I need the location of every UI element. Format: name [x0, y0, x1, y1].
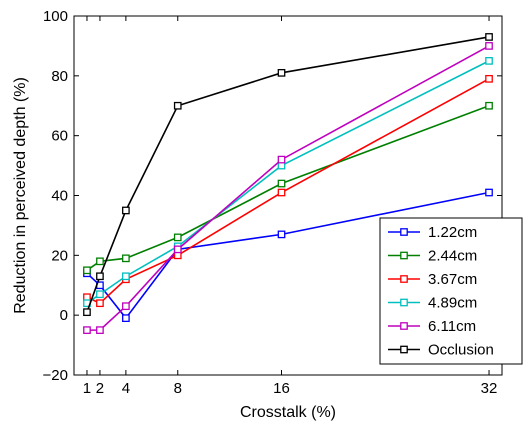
x-axis: 1 2 4 8 16 32: [83, 16, 498, 397]
legend-label: 1.22cm: [428, 224, 477, 241]
series-5: [83, 42, 493, 334]
y-tick-label: 20: [51, 247, 68, 264]
data-point: [96, 299, 104, 308]
y-tick-label: 40: [51, 188, 68, 205]
legend-label: 3.67cm: [428, 271, 477, 288]
data-point: [83, 308, 91, 317]
legend-item: Occlusion: [388, 342, 494, 359]
x-tick-label: 32: [481, 380, 498, 397]
data-point: [122, 302, 130, 311]
data-point: [277, 179, 286, 188]
legend-marker: [400, 275, 408, 283]
data-point: [173, 101, 182, 110]
y-tick-label: 0: [60, 307, 68, 324]
legend-label: 4.89cm: [428, 295, 477, 312]
y-tick-label: 100: [43, 8, 68, 25]
data-point: [83, 326, 91, 334]
data-point: [485, 33, 493, 41]
y-tick-label: −20: [43, 367, 68, 384]
x-tick-label: 4: [122, 380, 130, 397]
data-point: [83, 266, 91, 275]
legend-item: 1.22cm: [388, 224, 477, 241]
y-axis: −20 0 20 40 60 80 100: [43, 8, 502, 384]
x-tick-label: 8: [174, 380, 182, 397]
legend-label: 6.11cm: [428, 318, 476, 335]
data-point: [485, 42, 493, 50]
data-point: [485, 188, 493, 197]
legend-marker: [400, 345, 408, 354]
legend-marker: [400, 251, 408, 260]
legend: 1.22cm 2.44cm 3.67cm 4.89cm 6.11cm Occlusion: [379, 217, 523, 365]
y-tick-label: 60: [51, 128, 68, 145]
data-point: [96, 326, 104, 334]
data-point: [122, 206, 130, 215]
legend-item: 2.44cm: [388, 248, 477, 265]
data-point: [485, 57, 493, 65]
legend-label: Occlusion: [428, 342, 494, 359]
legend-marker: [400, 298, 408, 307]
legend-marker: [400, 228, 408, 236]
data-point: [173, 233, 182, 242]
legend-item: 6.11cm: [388, 318, 476, 335]
y-axis-title: Reduction in perceived depth (%): [12, 77, 29, 314]
data-point: [277, 68, 286, 77]
data-point: [485, 74, 493, 83]
x-tick-label: 1: [83, 380, 91, 397]
data-point: [122, 272, 130, 281]
data-point: [96, 257, 104, 266]
x-tick-label: 2: [96, 380, 104, 397]
x-tick-label: 16: [273, 380, 290, 397]
series-2: [83, 101, 493, 275]
data-point: [96, 272, 104, 281]
legend-label: 2.44cm: [428, 248, 477, 265]
data-point: [122, 314, 130, 323]
data-point: [277, 230, 286, 239]
series-group: [83, 33, 493, 334]
y-tick-label: 80: [51, 68, 68, 85]
data-point: [173, 245, 182, 254]
data-point: [96, 290, 104, 299]
series-6: [83, 33, 493, 317]
series-line: [86, 36, 490, 313]
data-point: [277, 155, 286, 164]
data-point: [277, 188, 286, 197]
legend-item: 4.89cm: [388, 295, 477, 312]
data-point: [122, 254, 130, 263]
legend-marker: [400, 322, 408, 330]
x-axis-title: Crosstalk (%): [240, 404, 336, 421]
data-point: [485, 101, 493, 110]
legend-item: 3.67cm: [388, 271, 477, 288]
series-4: [83, 57, 493, 308]
legend-box: [379, 217, 523, 365]
